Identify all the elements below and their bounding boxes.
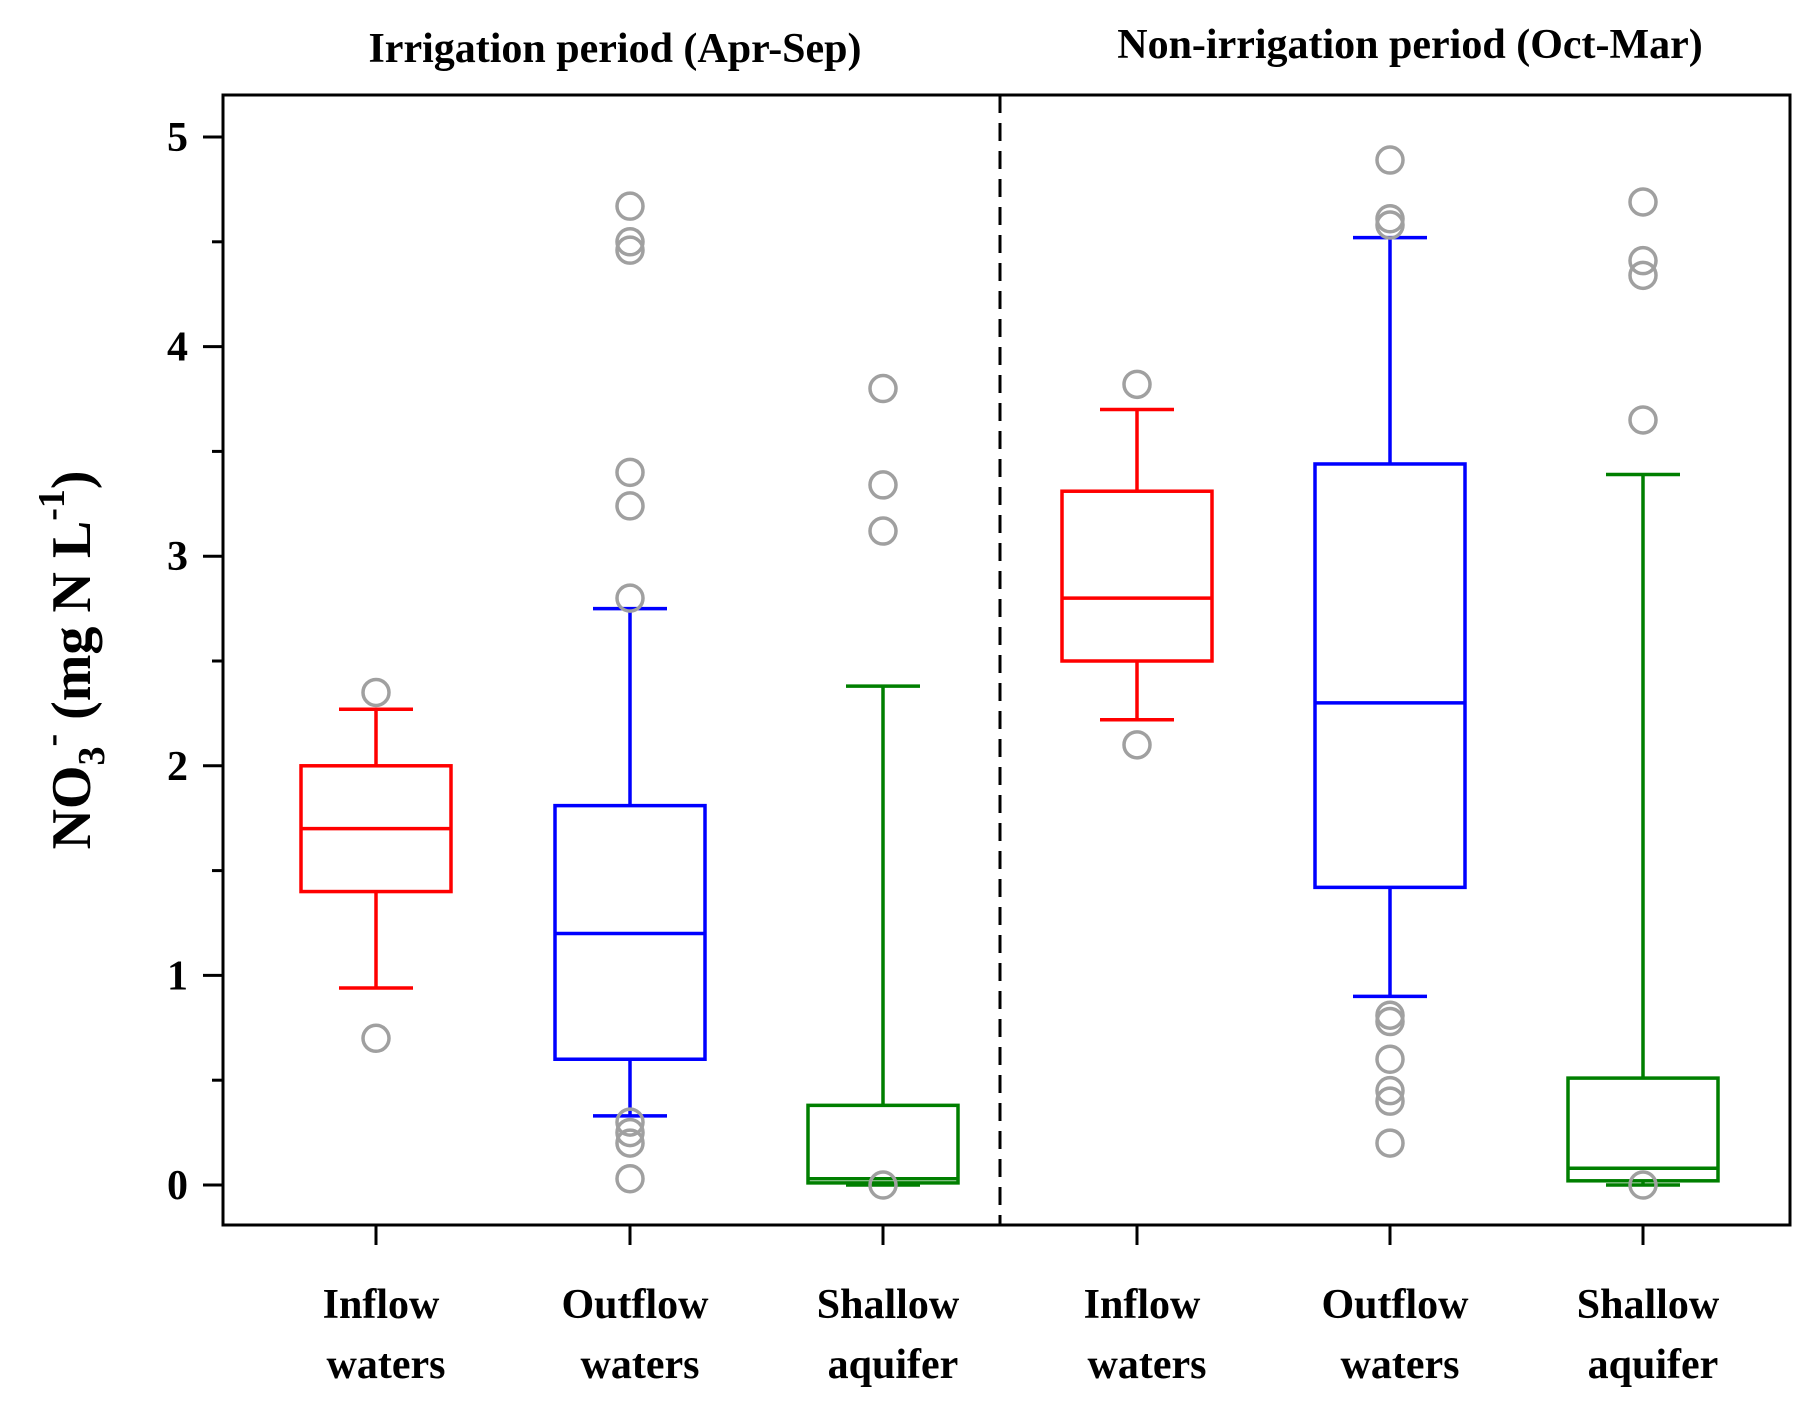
- box-shallow-irrigation: [806, 373, 960, 1200]
- box-outflow-irrigation: [553, 191, 707, 1194]
- outlier-point: [868, 516, 898, 546]
- category-label-line2: waters: [581, 1342, 700, 1388]
- x-axis: Inflow waters Outflow waters Shallow aquifer I…: [323, 1225, 1720, 1388]
- outlier-point: [615, 1117, 645, 1148]
- outlier-point: [1375, 1075, 1405, 1106]
- outlier-point: [1628, 260, 1658, 291]
- period-title-irrigation: Irrigation period (Apr-Sep): [368, 26, 861, 72]
- outlier-point: [1122, 369, 1152, 400]
- outlier-point: [1375, 1006, 1405, 1037]
- category-label-line2: aquifer: [1588, 1342, 1719, 1388]
- plot-frame: [221, 93, 1792, 1227]
- category-label-line1: Outflow: [562, 1282, 710, 1328]
- category-label-line2: aquifer: [828, 1342, 959, 1388]
- box-shallow-non-irrigation: [1566, 187, 1720, 1200]
- category-label-line2: waters: [327, 1342, 446, 1388]
- outlier-point: [361, 677, 391, 708]
- outlier-point: [868, 470, 898, 500]
- box-iqr: [1566, 1076, 1720, 1183]
- outlier-point: [615, 227, 645, 257]
- outlier-point: [1628, 1170, 1658, 1200]
- box-inflow-non-irrigation: [1060, 369, 1214, 760]
- outlier-point: [1122, 730, 1152, 760]
- outlier-point: [615, 1163, 645, 1194]
- category-label-line1: Inflow: [323, 1282, 440, 1328]
- y-tick-label: 0: [167, 1163, 188, 1209]
- outlier-point: [868, 1170, 898, 1200]
- outlier-point: [615, 491, 645, 521]
- category-label-line1: Shallow: [817, 1282, 960, 1328]
- category-label-line1: Shallow: [1577, 1282, 1720, 1328]
- y-tick-label: 4: [167, 325, 188, 371]
- outlier-point: [615, 457, 645, 488]
- y-axis-title: NO3- (mg N L-1): [31, 470, 113, 849]
- category-label-line1: Inflow: [1084, 1282, 1201, 1328]
- category-label-line2: waters: [1088, 1342, 1207, 1388]
- outlier-point: [1375, 145, 1405, 175]
- outlier-point: [615, 1107, 645, 1137]
- box-outflow-non-irrigation: [1313, 145, 1467, 1158]
- outlier-point: [868, 373, 898, 404]
- category-label-line1: Outflow: [1322, 1282, 1470, 1328]
- box-iqr: [1313, 462, 1467, 890]
- outlier-point: [1375, 1000, 1405, 1030]
- outlier-point: [615, 583, 645, 613]
- outlier-point: [361, 1023, 391, 1054]
- outlier-point: [1375, 203, 1405, 234]
- y-title-base: NO: [41, 766, 103, 850]
- box-iqr: [806, 1103, 960, 1185]
- outlier-point: [1375, 1128, 1405, 1158]
- outlier-point: [615, 191, 645, 221]
- y-title-units: (mg N L: [41, 521, 103, 720]
- outlier-point: [1628, 405, 1658, 435]
- y-axis: 0 1 2 3 4 5: [167, 115, 223, 1209]
- period-title-non-irrigation: Non-irrigation period (Oct-Mar): [1117, 22, 1703, 68]
- y-tick-label: 3: [167, 534, 188, 580]
- y-title-sub: 3: [71, 747, 113, 766]
- outlier-point: [615, 1128, 645, 1158]
- outlier-point: [1375, 1086, 1405, 1116]
- outlier-point: [1375, 1044, 1405, 1074]
- y-title-close: ): [41, 470, 103, 489]
- box-inflow-irrigation: [299, 677, 453, 1054]
- y-tick-label: 1: [167, 953, 188, 999]
- y-tick-label: 5: [167, 115, 188, 161]
- boxes-layer: [299, 145, 1720, 1200]
- box-iqr: [1060, 489, 1214, 663]
- y-title-sup: -: [31, 734, 73, 747]
- outlier-point: [1628, 245, 1658, 276]
- category-label-line2: waters: [1341, 1342, 1460, 1388]
- y-title-units-sup: -1: [31, 489, 73, 521]
- outlier-point: [1628, 187, 1658, 217]
- outlier-point: [615, 235, 645, 265]
- outlier-point: [1375, 210, 1405, 240]
- y-tick-label: 2: [167, 744, 188, 790]
